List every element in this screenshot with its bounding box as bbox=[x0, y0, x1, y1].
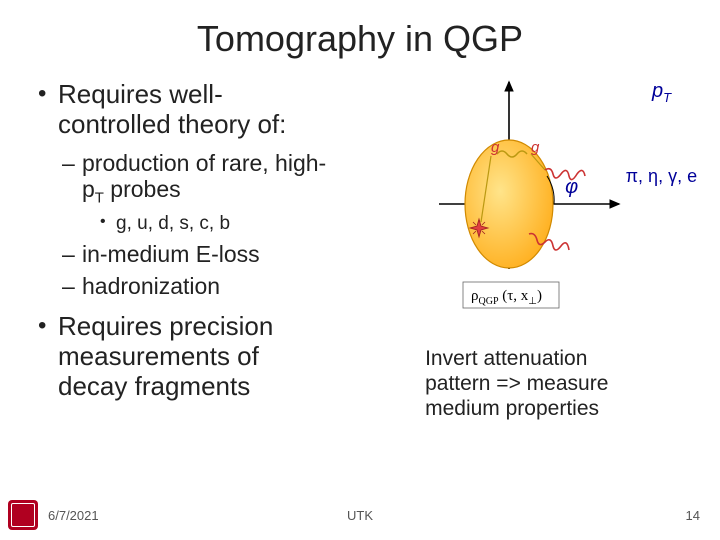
text: Invert attenuation bbox=[425, 347, 587, 370]
bullet-production: production of rare, high- pT probes bbox=[62, 150, 409, 207]
text: π, η, γ, e bbox=[626, 166, 697, 186]
bullet-requires-theory: Requires well- controlled theory of: bbox=[36, 80, 409, 140]
footer: 6/7/2021 UTK 14 bbox=[0, 500, 720, 530]
text: probes bbox=[104, 176, 181, 202]
text: medium properties bbox=[425, 397, 599, 420]
content-row: Requires well- controlled theory of: pro… bbox=[36, 80, 684, 422]
footer-center: UTK bbox=[347, 508, 373, 523]
text: hadronization bbox=[82, 273, 220, 299]
footer-date: 6/7/2021 bbox=[48, 508, 99, 523]
label-pt: pT bbox=[652, 80, 671, 105]
text: production of rare, high- bbox=[82, 150, 326, 176]
svg-text:g: g bbox=[491, 139, 500, 156]
invert-text: Invert attenuation pattern => measure me… bbox=[425, 346, 684, 422]
bullet-hadronization: hadronization bbox=[62, 273, 409, 299]
text: φ bbox=[565, 176, 578, 198]
text: pattern => measure bbox=[425, 372, 608, 395]
page-title: Tomography in QGP bbox=[36, 18, 684, 60]
svg-text:g: g bbox=[531, 139, 540, 156]
diagram-svg: g g ρQGP (τ, x⊥) bbox=[419, 74, 679, 334]
text: g, u, d, s, c, b bbox=[116, 213, 230, 234]
slide-number: 14 bbox=[686, 508, 700, 523]
subscript: T bbox=[95, 190, 104, 207]
text: in-medium E-loss bbox=[82, 241, 260, 267]
text: Requires well- bbox=[58, 79, 223, 109]
text: p bbox=[82, 176, 95, 202]
text: Requires precision bbox=[58, 311, 273, 341]
text: decay fragments bbox=[58, 371, 250, 401]
label-phi: φ bbox=[565, 176, 578, 199]
text: controlled theory of: bbox=[58, 109, 286, 139]
bullet-requires-precision: Requires precision measurements of decay… bbox=[36, 312, 409, 402]
slide: Tomography in QGP Requires well- control… bbox=[0, 0, 720, 540]
label-particles: π, η, γ, e bbox=[626, 166, 697, 187]
bullet-partons: g, u, d, s, c, b bbox=[100, 213, 409, 235]
right-column: g g ρQGP (τ, x⊥) bbox=[409, 80, 684, 422]
qgp-diagram: g g ρQGP (τ, x⊥) bbox=[419, 74, 679, 334]
text: p bbox=[652, 80, 663, 102]
bullet-eloss: in-medium E-loss bbox=[62, 241, 409, 267]
text: measurements of bbox=[58, 341, 259, 371]
left-column: Requires well- controlled theory of: pro… bbox=[36, 80, 409, 422]
ohio-state-logo bbox=[8, 500, 38, 530]
subscript: T bbox=[663, 90, 671, 105]
